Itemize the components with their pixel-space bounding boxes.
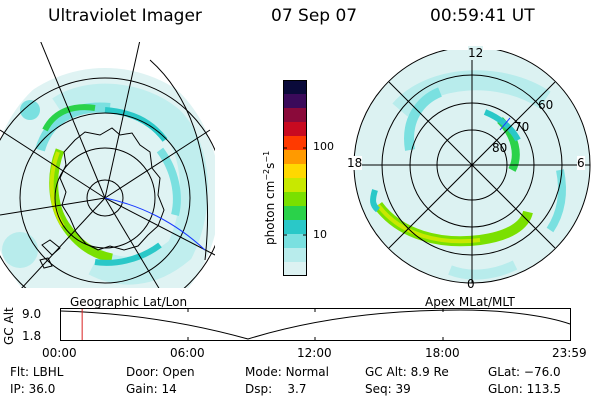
seq-info: Seq: 39: [365, 382, 411, 396]
mlt-label-18: 18: [347, 156, 363, 170]
mode-value: Normal: [285, 365, 329, 379]
door-info: Door: Open: [126, 365, 195, 379]
timeline-y-bottom: 1.8: [22, 329, 42, 343]
timeline-tick-1800: 18:00: [425, 346, 460, 360]
mlat-label-80: 80: [492, 141, 508, 155]
colorbar-tick-10: 10: [313, 228, 327, 241]
antarctica-coastline: [59, 127, 165, 251]
colorbar-tick-100: 100: [313, 140, 334, 153]
timeline-axis-label: GC Alt: [2, 307, 16, 345]
colorbar-cell: [283, 192, 307, 207]
mlat-label-70: 70: [514, 120, 530, 134]
colorbar-unit-label: photon cm−2s−1: [262, 150, 277, 245]
instrument-title: Ultraviolet Imager: [48, 6, 202, 26]
colorbar-cell: [283, 108, 307, 123]
dsp-info: Dsp: 3.7: [245, 382, 307, 396]
left-map-caption: Geographic Lat/Lon: [70, 295, 188, 309]
timeline-tick-2359: 23:59: [552, 346, 587, 360]
colorbar: [283, 80, 307, 276]
colorbar-cell: [283, 164, 307, 179]
timeline-tick-0600: 06:00: [170, 346, 205, 360]
altitude-curve: [60, 309, 571, 340]
colorbar-cell: [283, 94, 307, 109]
mlat-label-60: 60: [538, 98, 554, 112]
left-track-line: [104, 197, 206, 251]
colorbar-cell: [283, 150, 307, 165]
glon-info: GLon: 113.5: [488, 382, 561, 396]
colorbar-cell: [283, 122, 307, 137]
mode-info: Mode: Normal: [245, 365, 329, 379]
colorbar-cell: [283, 136, 307, 151]
left-meridians: [0, 42, 215, 288]
mlt-label-0: 0: [467, 277, 475, 291]
gcalt-value: 8.9 Re: [410, 365, 449, 379]
mlt-label-6: 6: [577, 156, 585, 170]
colorbar-cell: [283, 262, 307, 276]
magnetic-polar-map: [353, 50, 591, 284]
geographic-map: [0, 42, 215, 288]
left-latitude-grid: [0, 77, 215, 288]
timeline-tick-0000: 00:00: [42, 346, 77, 360]
ip-info: IP: 36.0: [10, 382, 56, 396]
colorbar-cell: [283, 178, 307, 193]
colorbar-cell: [283, 206, 307, 221]
dsp-value: 3.7: [287, 382, 307, 396]
time-label: 00:59:41 UT: [430, 6, 535, 26]
glat-value: −76.0: [523, 365, 561, 379]
seq-value: 39: [395, 382, 411, 396]
ip-value: 36.0: [28, 382, 56, 396]
gain-value: 14: [161, 382, 177, 396]
timeline-plot: [60, 308, 571, 341]
glat-info: GLat: −76.0: [488, 365, 561, 379]
colorbar-cell: [283, 80, 307, 95]
colorbar-cell: [283, 220, 307, 235]
door-value: Open: [162, 365, 195, 379]
left-auroral-emission: [0, 68, 215, 288]
gain-info: Gain: 14: [126, 382, 177, 396]
timeline-y-top: 9.0: [22, 307, 42, 321]
timeline-tick-1200: 12:00: [297, 346, 332, 360]
glon-value: 113.5: [526, 382, 561, 396]
colorbar-cell: [283, 234, 307, 249]
gcalt-info: GC Alt: 8.9 Re: [365, 365, 449, 379]
right-mlt-lines: [354, 50, 590, 283]
colorbar-cell: [283, 248, 307, 263]
mlt-label-12: 12: [468, 46, 484, 60]
filter-info: Flt: LBHL: [10, 365, 64, 379]
right-map-caption: Apex MLat/MLT: [425, 295, 515, 309]
filter-value: LBHL: [32, 365, 64, 379]
date-label: 07 Sep 07: [271, 6, 358, 26]
